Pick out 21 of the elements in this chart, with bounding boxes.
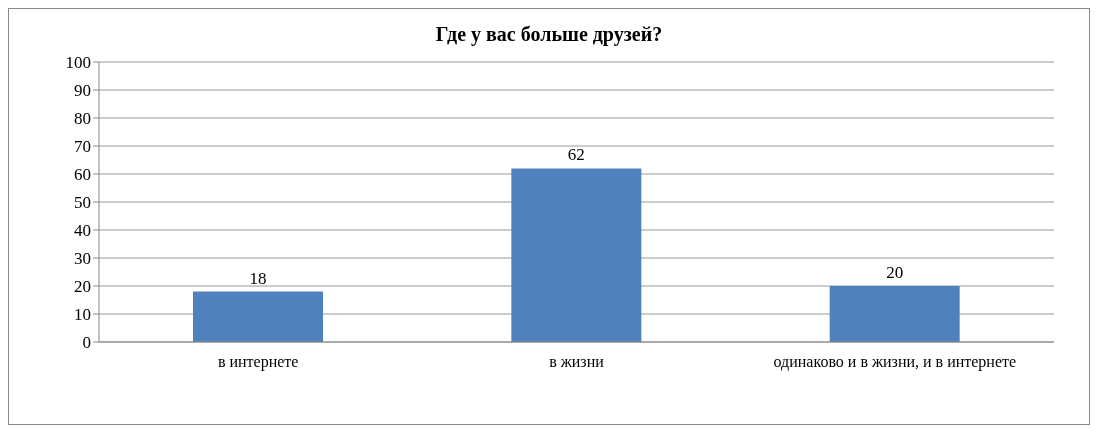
y-tick-label: 100 bbox=[65, 53, 91, 73]
y-tick-label: 40 bbox=[74, 221, 91, 241]
data-label: 20 bbox=[886, 263, 904, 282]
y-tick-label: 50 bbox=[74, 193, 91, 213]
x-tick-label: в жизни bbox=[549, 353, 605, 371]
bar bbox=[829, 286, 960, 342]
y-tick-label: 30 bbox=[74, 249, 91, 269]
y-tick-label: 0 bbox=[82, 333, 91, 353]
y-tick-label: 60 bbox=[74, 165, 91, 185]
chart-title: Где у вас больше друзей? bbox=[434, 23, 664, 46]
y-tick-label: 80 bbox=[74, 109, 91, 129]
bar bbox=[511, 168, 642, 342]
y-tick-label: 70 bbox=[74, 137, 91, 157]
y-tick-label: 10 bbox=[74, 305, 91, 325]
bar bbox=[193, 291, 323, 342]
data-label: 62 bbox=[567, 145, 585, 165]
x-tick-label: в интернете bbox=[217, 353, 299, 372]
y-tick-label: 90 bbox=[74, 81, 91, 101]
data-label: 18 bbox=[249, 268, 267, 288]
y-tick-label: 20 bbox=[74, 277, 91, 297]
x-tick-label: одинаково и в жизни, и в интернете bbox=[773, 353, 1017, 372]
